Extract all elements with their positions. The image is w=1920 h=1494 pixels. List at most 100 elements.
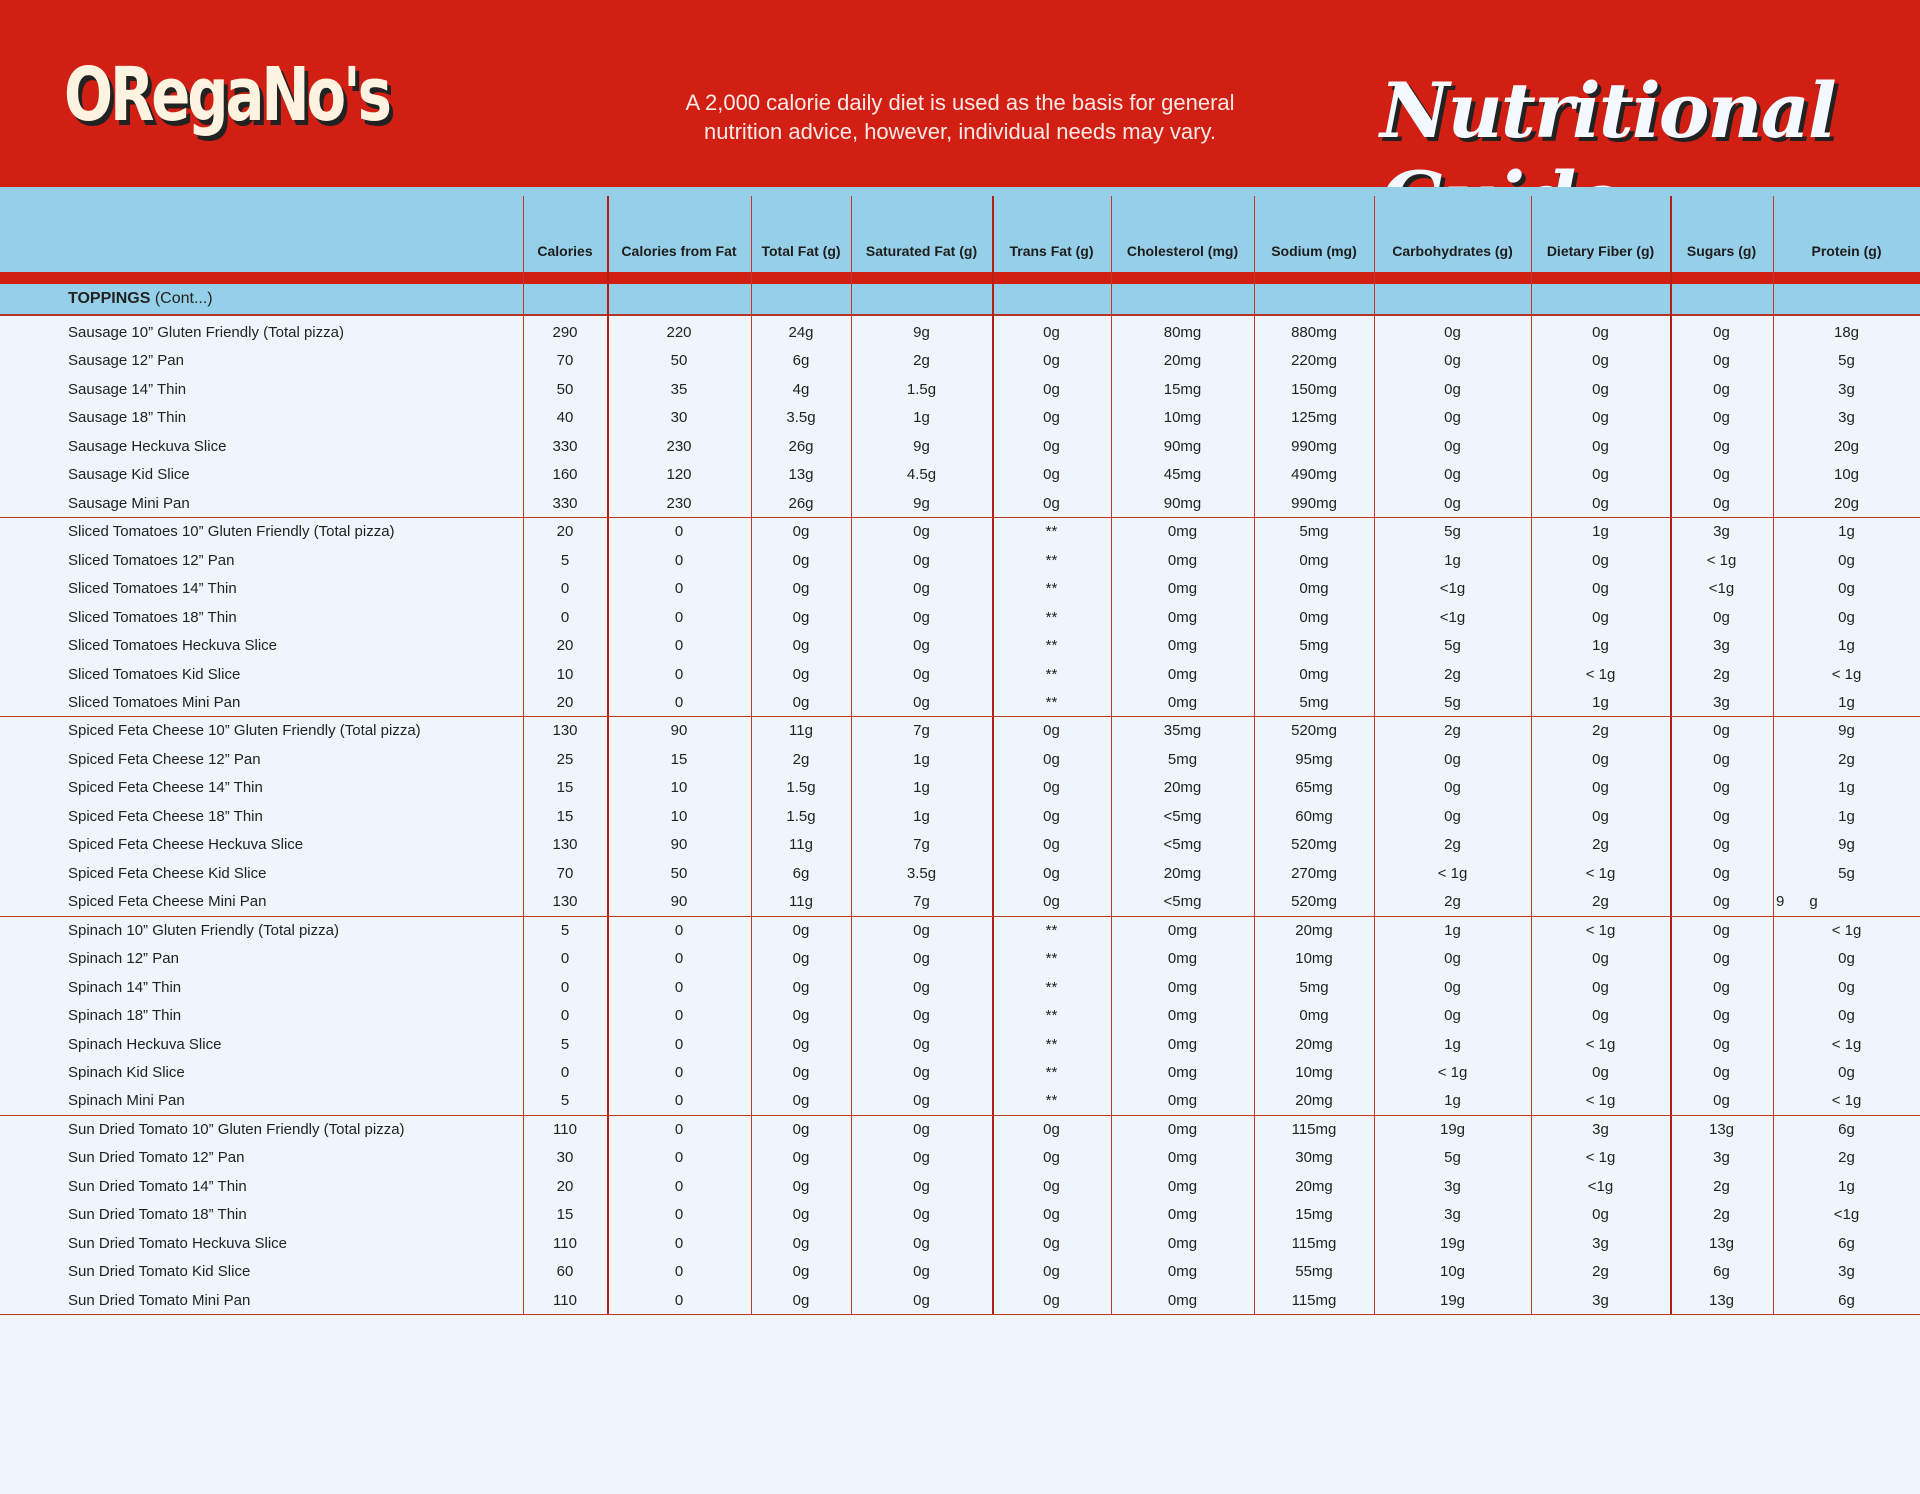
- cell-dietary-fiber-g: 0g: [1592, 608, 1609, 626]
- cell-saturated-fat-g: 0g: [913, 1291, 930, 1309]
- cell-sugars-g: 3g: [1713, 523, 1730, 541]
- table-row: Spinach 14” Thin 0 0 0g 0g ** 0mg 5mg 0g 0g 0g 0g: [0, 973, 1920, 1001]
- cell-dietary-fiber-g: 2g: [1592, 722, 1609, 740]
- cell-sugars-g: 0g: [1713, 352, 1730, 370]
- cell-sodium-mg: 5mg: [1299, 978, 1329, 996]
- cell-cholesterol-mg: 0mg: [1167, 1063, 1198, 1081]
- cell-dietary-fiber-g: 1g: [1592, 637, 1609, 655]
- cell-sodium-mg: 150mg: [1291, 380, 1337, 398]
- cell-calories: 0: [560, 978, 570, 996]
- table-row: Sun Dried Tomato 10” Gluten Friendly (To…: [0, 1115, 1920, 1143]
- cell-carbohydrates-g: 1g: [1444, 1092, 1461, 1110]
- item-name: Spiced Feta Cheese 12” Pan: [68, 750, 261, 768]
- cell-saturated-fat-g: 0g: [913, 637, 930, 655]
- table-row: Spiced Feta Cheese 12” Pan 25 15 2g 1g 0g 5mg 9…: [0, 745, 1920, 773]
- cell-calories: 110: [553, 1291, 577, 1309]
- table-row: Sun Dried Tomato Mini Pan 110 0 0g 0g 0g 0mg 11…: [0, 1286, 1920, 1316]
- item-name: Sliced Tomatoes Kid Slice: [68, 665, 241, 683]
- cell-saturated-fat-g: 0g: [913, 1092, 930, 1110]
- cell-calories-from-fat: 120: [666, 466, 692, 484]
- cell-sodium-mg: 115mg: [1291, 1120, 1337, 1138]
- table-row: Spinach Mini Pan 5 0 0g 0g ** 0mg 20mg 1g < 1g 0g <…: [0, 1086, 1920, 1116]
- table-row: Sun Dried Tomato 14” Thin 20 0 0g 0g 0g 0mg 20m…: [0, 1172, 1920, 1200]
- cell-calories: 30: [556, 1149, 574, 1167]
- cell-total-fat-g: 11g: [789, 722, 813, 740]
- cell-calories: 15: [556, 807, 574, 825]
- cell-protein-g: 2g: [1838, 1149, 1855, 1167]
- cell-dietary-fiber-g: 0g: [1592, 1063, 1609, 1081]
- item-name: Spiced Feta Cheese 14” Thin: [68, 779, 263, 797]
- column-divider: [1531, 196, 1532, 1315]
- cell-sodium-mg: 20mg: [1295, 921, 1333, 939]
- cell-saturated-fat-g: 0g: [913, 1206, 930, 1224]
- table-row: Spinach 12” Pan 0 0 0g 0g ** 0mg 10mg 0g 0g 0g 0g: [0, 944, 1920, 972]
- cell-cholesterol-mg: 15mg: [1163, 380, 1202, 398]
- cell-calories: 60: [556, 1263, 574, 1281]
- cell-sodium-mg: 5mg: [1299, 693, 1329, 711]
- item-name: Sliced Tomatoes Heckuva Slice: [68, 637, 277, 655]
- cell-calories: 70: [556, 352, 574, 370]
- column-header: Carbohydrates (g): [1392, 243, 1513, 259]
- cell-sodium-mg: 0mg: [1299, 580, 1329, 598]
- cell-trans-fat-g: 0g: [1043, 779, 1060, 797]
- cell-sodium-mg: 990mg: [1291, 494, 1337, 512]
- table-row: Sliced Tomatoes 14” Thin 0 0 0g 0g ** 0mg 0mg <1…: [0, 574, 1920, 602]
- cell-dietary-fiber-g: 0g: [1592, 750, 1609, 768]
- item-name: Sun Dried Tomato 14” Thin: [68, 1177, 247, 1195]
- cell-dietary-fiber-g: 0g: [1592, 494, 1609, 512]
- cell-trans-fat-g: **: [1045, 551, 1058, 569]
- cell-carbohydrates-g: <1g: [1439, 580, 1466, 598]
- cell-sugars-g: 0g: [1713, 722, 1730, 740]
- cell-cholesterol-mg: 0mg: [1167, 665, 1198, 683]
- cell-saturated-fat-g: 1g: [913, 409, 930, 427]
- cell-total-fat-g: 6g: [792, 352, 810, 370]
- cell-saturated-fat-g: 0g: [913, 1120, 930, 1138]
- cell-dietary-fiber-g: 0g: [1592, 324, 1609, 341]
- cell-saturated-fat-g: 0g: [913, 978, 930, 996]
- item-name: Spinach Heckuva Slice: [68, 1035, 222, 1053]
- cell-saturated-fat-g: 0g: [913, 665, 930, 683]
- cell-cholesterol-mg: 0mg: [1167, 1206, 1198, 1224]
- cell-trans-fat-g: 0g: [1043, 750, 1060, 768]
- cell-total-fat-g: 0g: [792, 1063, 810, 1081]
- column-header: Protein (g): [1811, 243, 1882, 259]
- cell-protein-g: 3g: [1838, 1263, 1855, 1281]
- cell-saturated-fat-g: 3.5g: [906, 864, 937, 882]
- cell-protein-g: 9g: [1838, 836, 1855, 854]
- cell-sugars-g: 13g: [1708, 1234, 1735, 1252]
- cell-calories: 50: [556, 380, 574, 398]
- cell-calories-from-fat: 0: [674, 1263, 684, 1281]
- cell-calories: 130: [552, 893, 578, 911]
- cell-carbohydrates-g: 2g: [1444, 893, 1461, 911]
- cell-total-fat-g: 2g: [792, 750, 810, 768]
- cell-sodium-mg: 20mg: [1295, 1092, 1333, 1110]
- cell-calories: 10: [556, 665, 574, 683]
- cell-cholesterol-mg: 90mg: [1163, 437, 1202, 455]
- cell-sugars-g: <1g: [1708, 580, 1735, 598]
- cell-total-fat-g: 0g: [792, 1007, 810, 1025]
- cell-trans-fat-g: 0g: [1043, 864, 1060, 882]
- item-name: Sliced Tomatoes 12” Pan: [68, 551, 235, 569]
- cell-dietary-fiber-g: < 1g: [1585, 1092, 1616, 1110]
- cell-calories-from-fat: 30: [670, 409, 688, 427]
- item-name: Spiced Feta Cheese Kid Slice: [68, 864, 267, 882]
- cell-trans-fat-g: 0g: [1043, 1120, 1060, 1138]
- cell-dietary-fiber-g: 0g: [1592, 580, 1609, 598]
- cell-sugars-g: 0g: [1713, 608, 1730, 626]
- cell-total-fat-g: 4g: [792, 380, 810, 398]
- cell-trans-fat-g: **: [1045, 950, 1058, 968]
- cell-trans-fat-g: 0g: [1043, 324, 1060, 341]
- cell-sugars-g: 3g: [1713, 637, 1730, 655]
- cell-cholesterol-mg: 0mg: [1167, 950, 1198, 968]
- column-header: Calories: [537, 243, 593, 259]
- cell-calories: 5: [560, 1092, 570, 1110]
- cell-saturated-fat-g: 0g: [913, 551, 930, 569]
- cell-protein-g: 1g: [1838, 1177, 1855, 1195]
- item-name: Sun Dried Tomato Mini Pan: [68, 1291, 251, 1309]
- cell-total-fat-g: 0g: [792, 1035, 810, 1053]
- cell-cholesterol-mg: 0mg: [1167, 1035, 1198, 1053]
- table-row: Sliced Tomatoes 10” Gluten Friendly (Tot…: [0, 517, 1920, 545]
- cell-saturated-fat-g: 0g: [913, 523, 930, 541]
- cell-calories: 70: [556, 864, 574, 882]
- cell-cholesterol-mg: <5mg: [1163, 836, 1202, 854]
